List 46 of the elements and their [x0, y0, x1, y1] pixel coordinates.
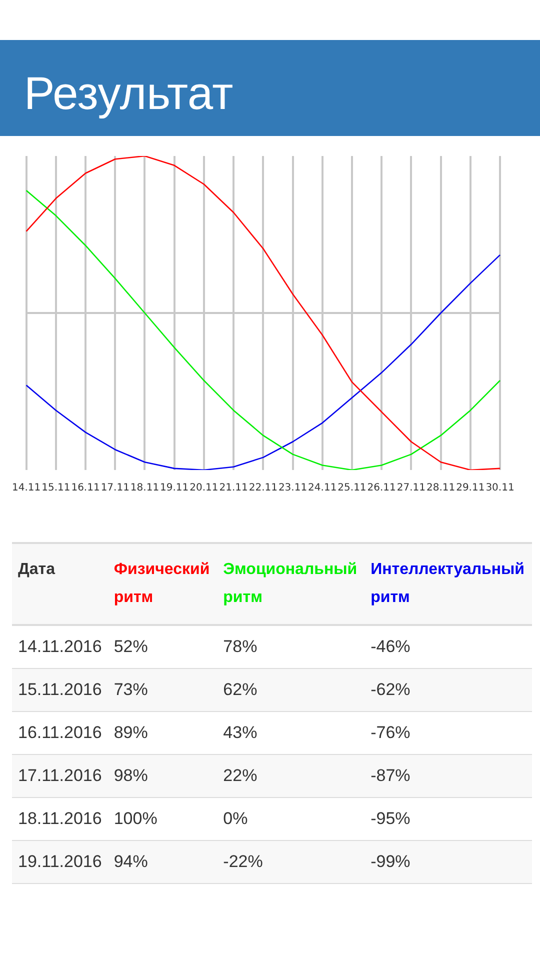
- x-tick-label: 30.11: [486, 482, 514, 494]
- text: -95%: [364, 798, 532, 840]
- text: -62%: [364, 668, 532, 712]
- x-tick-label: 19.11: [160, 482, 189, 494]
- text: 14.11.2016: [12, 625, 108, 668]
- x-tick-label: 16.11: [71, 482, 100, 494]
- x-tick-label: 26.11: [367, 482, 396, 494]
- x-tick-label: 20.11: [190, 482, 218, 494]
- text: 0%: [217, 798, 365, 840]
- text: 52%: [108, 625, 218, 668]
- chart-title: Результат: [0, 40, 540, 136]
- x-tick-label: 24.11: [308, 482, 337, 494]
- text: 22%: [217, 754, 365, 798]
- text: Физический ритм: [108, 543, 218, 625]
- text: -99%: [364, 840, 532, 884]
- text: 78%: [217, 625, 365, 668]
- text: -46%: [364, 625, 532, 668]
- text: 94%: [108, 840, 218, 884]
- text: -76%: [364, 712, 532, 754]
- text: 89%: [108, 712, 218, 754]
- x-tick-label: 18.11: [130, 482, 160, 494]
- x-tick-label: 21.11: [219, 482, 248, 494]
- text: 98%: [108, 754, 218, 798]
- x-tick-label: 23.11: [278, 482, 308, 494]
- x-tick-label: 25.11: [338, 482, 366, 494]
- x-tick-label: 15.11: [42, 482, 70, 494]
- x-tick-label: 27.11: [396, 482, 426, 494]
- text: Дата: [12, 543, 108, 625]
- text: 62%: [217, 668, 365, 712]
- text: -87%: [364, 754, 532, 798]
- text: 43%: [217, 712, 365, 754]
- text: 100%: [108, 798, 218, 840]
- text: 16.11.2016: [12, 712, 108, 754]
- text: -22%: [217, 840, 365, 884]
- x-tick-label: 14.11: [12, 482, 41, 494]
- x-tick-label: 29.11: [456, 482, 485, 494]
- x-tick-label: 17.11: [100, 482, 130, 494]
- text: Интеллектуальный ритм: [364, 543, 532, 625]
- text: Эмоциональный ритм: [217, 543, 365, 625]
- text: 15.11.2016: [12, 668, 108, 712]
- text: 17.11.2016: [12, 754, 108, 798]
- text: 73%: [108, 668, 218, 712]
- x-tick-label: 22.11: [248, 482, 278, 494]
- text: 18.11.2016: [12, 798, 108, 840]
- text: 19.11.2016: [12, 840, 108, 884]
- x-tick-label: 28.11: [426, 482, 456, 494]
